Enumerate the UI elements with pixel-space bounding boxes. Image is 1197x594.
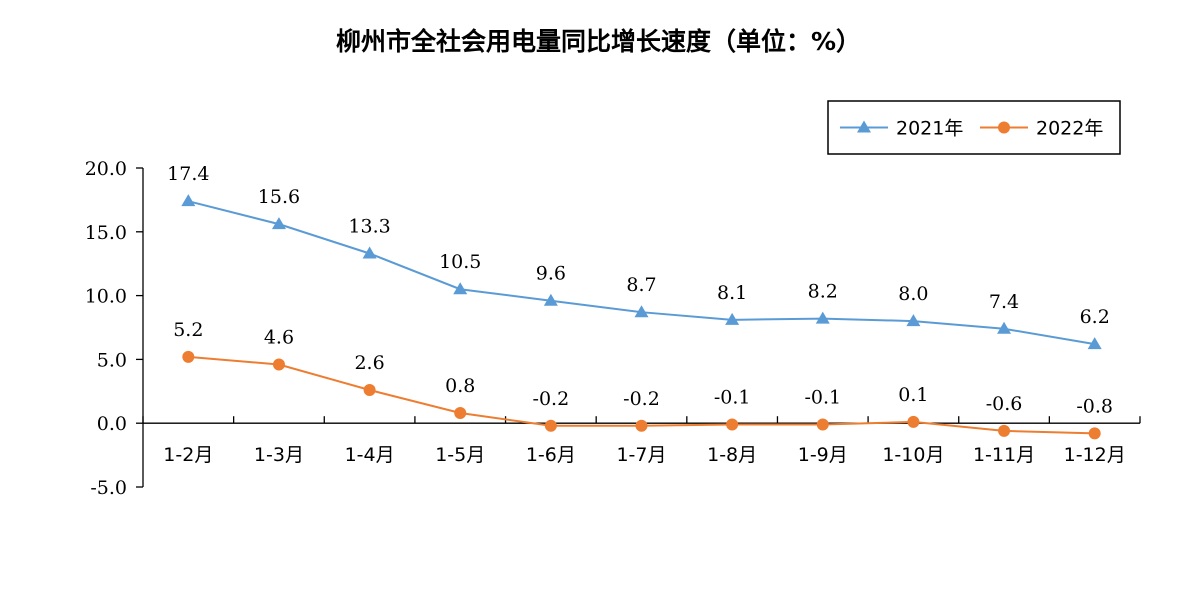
legend-marker xyxy=(998,121,1010,134)
data-label: 8.1 xyxy=(717,282,747,304)
y-tick-label: 5.0 xyxy=(97,349,127,371)
x-tick-label: 1-12月 xyxy=(1064,444,1126,466)
y-tick-label: 20.0 xyxy=(85,158,127,180)
data-point xyxy=(815,311,830,324)
data-point xyxy=(906,314,921,327)
legend-label: 2021年 xyxy=(896,118,963,140)
data-label: -0.2 xyxy=(533,388,570,410)
x-tick-label: 1-4月 xyxy=(345,444,395,466)
series-a: 17.4 15.6 13.3 10.5 9.6 8.7 8.1 8.2 8.0 7.4 6.2 xyxy=(167,163,1110,350)
data-label: 8.2 xyxy=(808,281,838,303)
data-point xyxy=(998,424,1011,437)
data-point xyxy=(362,246,377,259)
data-point xyxy=(271,217,286,230)
data-label: -0.2 xyxy=(623,388,660,410)
series-b: 5.2 4.6 2.6 0.8 -0.2 -0.2 -0.1 -0.1 0.1 -0.6 -0.8 xyxy=(173,319,1113,440)
data-label: 4.6 xyxy=(264,327,294,349)
data-point xyxy=(816,418,829,431)
x-tick-label: 1-9月 xyxy=(798,444,848,466)
data-point xyxy=(635,419,648,432)
series-group: 17.415.613.310.59.68.7 8.1 8.2 8.0 7.46.25.2… xyxy=(167,163,1113,440)
data-label: 7.4 xyxy=(989,291,1019,313)
legend-marker xyxy=(857,120,871,133)
data-label: 0.1 xyxy=(898,384,928,406)
data-point xyxy=(543,293,558,306)
data-point xyxy=(454,406,467,419)
x-tick-label: 1-10月 xyxy=(882,444,944,466)
y-tick-label: 15.0 xyxy=(85,222,127,244)
data-label: 15.6 xyxy=(258,186,300,208)
data-label: 10.5 xyxy=(439,251,481,273)
data-point xyxy=(1087,337,1102,350)
x-tick-label: 1-11月 xyxy=(973,444,1035,466)
data-point xyxy=(181,194,196,207)
data-point xyxy=(726,418,739,431)
data-label: 2.6 xyxy=(354,352,384,374)
data-label: 8.7 xyxy=(626,274,656,296)
legend: 2021年 2022年 xyxy=(827,100,1121,155)
data-label: 5.2 xyxy=(173,319,203,341)
x-tick-label: 1-7月 xyxy=(616,444,666,466)
y-tick-label: -5.0 xyxy=(90,477,127,499)
x-tick-label: 1-3月 xyxy=(254,444,304,466)
data-label: -0.6 xyxy=(986,393,1023,415)
data-point xyxy=(363,384,376,397)
y-tick-label: 0.0 xyxy=(97,413,127,435)
data-label: 13.3 xyxy=(348,215,390,237)
y-tick-label: 10.0 xyxy=(85,286,127,308)
legend-label: 2022年 xyxy=(1036,118,1103,140)
chart-title: 柳州市全社会用电量同比增长速度（单位：%） xyxy=(335,27,862,56)
data-point xyxy=(997,321,1012,334)
x-tick-label: 1-2月 xyxy=(163,444,213,466)
series-line xyxy=(188,200,1095,346)
data-point xyxy=(634,305,649,318)
data-point xyxy=(907,415,920,428)
data-label: 6.2 xyxy=(1080,306,1110,328)
axes: -5.0 0.0 5.0 10.0 15.0 20.0 1-2月 1-3月 1-4月 1-5月 1-… xyxy=(85,158,1141,499)
data-point xyxy=(1088,427,1101,440)
x-tick-label: 1-6月 xyxy=(526,444,576,466)
data-point xyxy=(725,312,740,325)
data-label: -0.1 xyxy=(804,386,841,408)
data-label: 0.8 xyxy=(445,375,475,397)
data-label: 8.0 xyxy=(898,283,928,305)
data-label: 9.6 xyxy=(536,263,566,285)
data-point xyxy=(453,282,468,295)
data-point xyxy=(544,419,557,432)
data-label: -0.1 xyxy=(714,386,751,408)
data-label: -0.8 xyxy=(1076,395,1113,417)
data-point xyxy=(182,350,195,363)
data-label: 17.4 xyxy=(167,163,209,185)
x-tick-label: 1-8月 xyxy=(707,444,757,466)
x-tick-label: 1-5月 xyxy=(435,444,485,466)
data-point xyxy=(272,358,285,371)
